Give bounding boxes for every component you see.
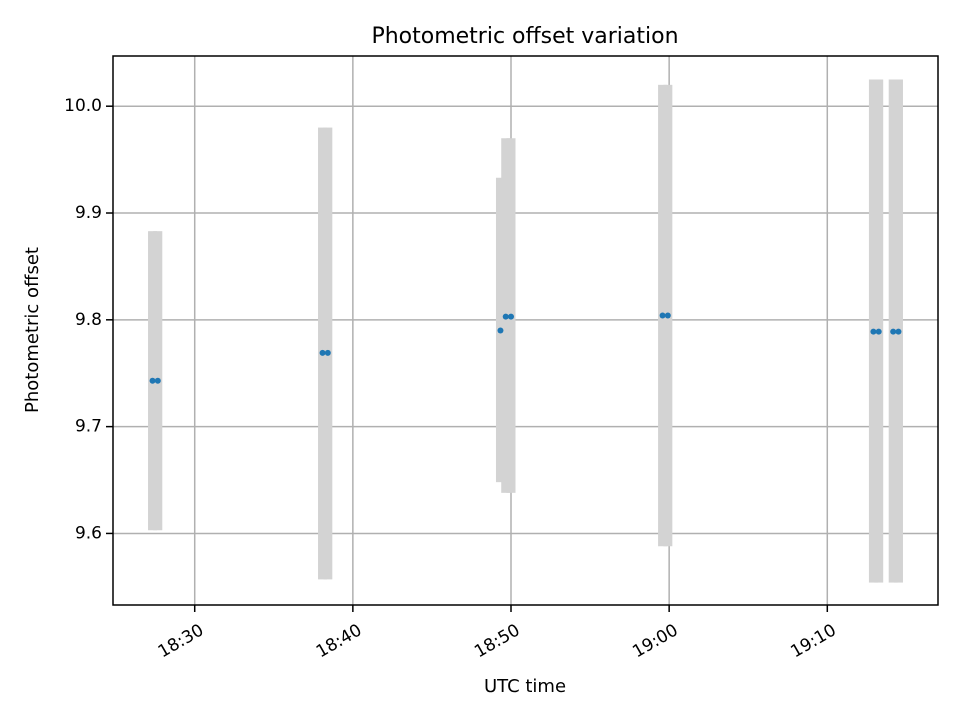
data-point <box>497 327 504 334</box>
y-tick-label: 9.9 <box>75 203 102 223</box>
data-point <box>875 328 882 335</box>
x-axis-label: UTC time <box>484 676 566 697</box>
data-point <box>149 377 156 384</box>
chart-title: Photometric offset variation <box>371 24 678 49</box>
y-axis-label: Photometric offset <box>22 247 43 413</box>
error-bars <box>148 79 903 583</box>
x-tick-label: 19:10 <box>787 620 839 662</box>
x-axis-ticks: 18:30 18:40 18:50 19:00 19:10 <box>155 605 840 662</box>
data-point <box>508 313 515 320</box>
data-point <box>319 349 326 356</box>
x-tick-label: 18:30 <box>155 620 207 662</box>
y-tick-label: 9.7 <box>75 417 102 437</box>
data-point <box>502 313 509 320</box>
x-tick-label: 18:40 <box>313 620 365 662</box>
data-points <box>149 312 902 384</box>
data-point <box>895 328 902 335</box>
data-point <box>890 328 897 335</box>
data-point <box>154 377 161 384</box>
y-tick-label: 9.6 <box>75 523 102 543</box>
data-point <box>659 312 666 319</box>
y-tick-label: 9.8 <box>75 310 102 330</box>
x-tick-label: 18:50 <box>471 620 523 662</box>
data-point <box>324 349 331 356</box>
y-tick-label: 10.0 <box>64 96 102 116</box>
data-point <box>870 328 877 335</box>
data-point <box>664 312 671 319</box>
plot-frame <box>112 55 939 606</box>
x-tick-label: 19:00 <box>629 620 681 662</box>
grid-lines <box>113 56 938 605</box>
y-axis-ticks: 9.6 9.7 9.8 9.9 10.0 <box>64 96 113 543</box>
